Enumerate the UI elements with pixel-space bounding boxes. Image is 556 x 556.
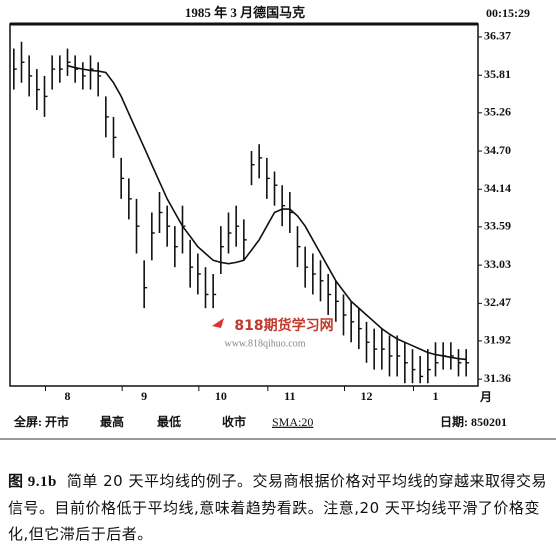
caption-label: 图 9.1b (8, 474, 57, 490)
y-tick-label: 34.70 (484, 143, 511, 157)
footer-open: 全屏: 开市 (13, 414, 69, 429)
watermark-icon (212, 318, 224, 328)
footer-high: 最高 (100, 414, 124, 429)
y-tick-label: 32.47 (484, 295, 511, 309)
time-label: 00:15:29 (486, 6, 530, 20)
caption-text: 简单 20 天平均线的例子。交易商根据价格对平均线的穿越来取得交易信号。目前价格… (8, 472, 547, 543)
footer-date: 日期: 850201 (440, 414, 507, 429)
y-tick-label: 31.36 (484, 371, 511, 385)
y-tick-label: 35.26 (484, 105, 511, 119)
footer-sma: SMA:20 (272, 415, 313, 429)
footer-close: 收市 (222, 414, 246, 429)
y-tick-label: 33.03 (484, 257, 511, 271)
x-tick-label: 10 (215, 389, 227, 403)
chart-title: 1985 年 3 月德国马克 (185, 5, 305, 20)
y-tick-label: 35.81 (484, 67, 511, 81)
sma-line (67, 64, 467, 361)
x-tick-label: 1 (433, 389, 439, 403)
y-tick-label: 33.59 (484, 219, 511, 233)
x-unit: 月 (479, 390, 492, 404)
y-tick-label: 31.92 (484, 333, 511, 347)
watermark: 818期货学习网 (234, 317, 333, 334)
y-tick-label: 36.37 (484, 29, 511, 43)
watermark-url: www.818qihuo.com (224, 338, 305, 349)
x-tick-label: 8 (65, 389, 71, 403)
x-tick-label: 12 (361, 389, 373, 403)
footer-low: 最低 (157, 414, 181, 429)
caption: 图 9.1b 简单 20 天平均线的例子。交易商根据价格对平均线的穿越来取得交易信… (8, 468, 548, 547)
chart: 1985 年 3 月德国马克 00:15:29 月 818期货学习网 www.8… (0, 5, 556, 440)
x-tick-label: 9 (141, 389, 147, 403)
x-tick-label: 11 (284, 389, 295, 403)
y-tick-label: 34.14 (484, 181, 511, 195)
